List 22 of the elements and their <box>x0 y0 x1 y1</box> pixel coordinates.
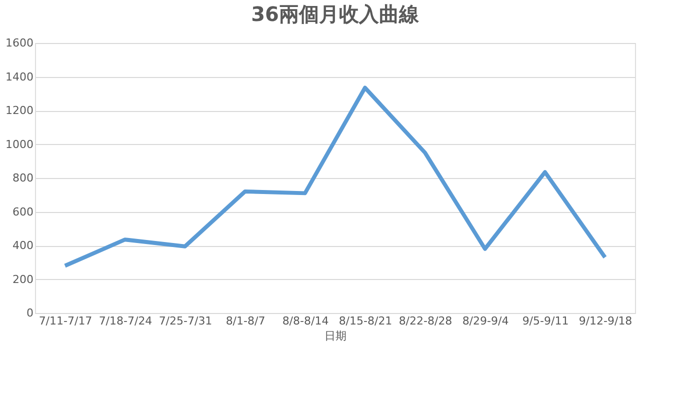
x-tick-label: 8/15-8/21 <box>338 314 392 328</box>
y-tick-label: 200 <box>12 272 34 286</box>
x-tick-label: 9/5-9/11 <box>522 314 569 328</box>
x-tick-label: 7/11-7/17 <box>38 314 92 328</box>
x-tick-label: 7/25-7/31 <box>158 314 212 328</box>
x-tick-label: 9/12-9/18 <box>578 314 632 328</box>
line-series <box>63 86 607 268</box>
y-tick-label: 1200 <box>6 104 34 117</box>
y-tick-label: 600 <box>12 205 34 218</box>
chart-title: 36兩個月收入曲線 <box>251 2 420 26</box>
y-tick-label: 400 <box>12 239 34 252</box>
x-tick-label: 8/22-8/28 <box>398 314 452 328</box>
x-tick-label: 8/8-8/14 <box>282 314 329 328</box>
y-tick-label: 0 <box>26 306 34 320</box>
y-tick-label: 1000 <box>6 138 34 151</box>
x-tick-label: 7/18-7/24 <box>98 314 152 328</box>
y-tick-label: 800 <box>12 172 34 184</box>
x-axis-title: 日期 <box>324 330 346 342</box>
y-tick-label: 1400 <box>6 70 34 84</box>
x-tick-label: 8/29-9/4 <box>462 314 509 328</box>
x-tick-label: 8/1-8/7 <box>226 314 266 328</box>
y-tick-label: 1600 <box>6 36 34 50</box>
